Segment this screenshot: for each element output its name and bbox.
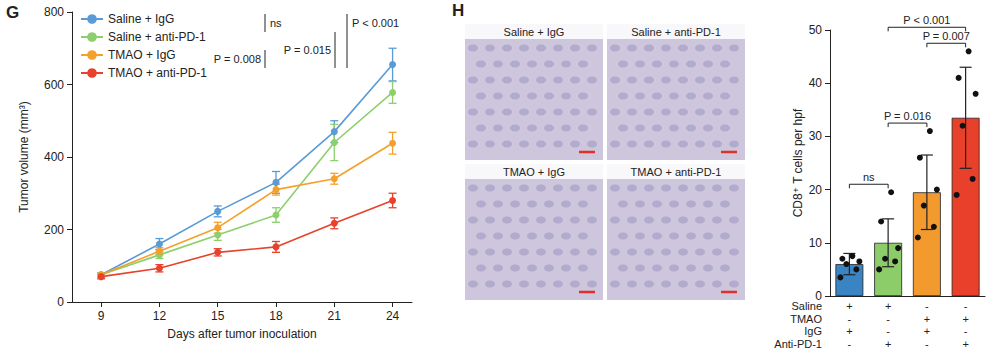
svg-text:18: 18 <box>269 309 283 323</box>
svg-text:10: 10 <box>809 236 823 250</box>
svg-text:+: + <box>924 313 930 325</box>
svg-text:CD8⁺ T cells per hpf: CD8⁺ T cells per hpf <box>791 108 805 217</box>
svg-text:Tumor volume (mm³): Tumor volume (mm³) <box>17 101 31 213</box>
svg-text:+: + <box>962 313 968 325</box>
svg-text:P < 0.001: P < 0.001 <box>352 17 399 29</box>
svg-text:-: - <box>925 300 929 312</box>
svg-text:H: H <box>452 1 464 20</box>
svg-text:-: - <box>886 313 890 325</box>
svg-text:200: 200 <box>44 223 64 237</box>
svg-text:P = 0.015: P = 0.015 <box>284 44 331 56</box>
svg-text:40: 40 <box>809 76 823 90</box>
svg-text:50: 50 <box>809 23 823 37</box>
svg-text:+: + <box>885 338 891 350</box>
svg-text:-: - <box>925 338 929 350</box>
svg-text:30: 30 <box>809 129 823 143</box>
svg-text:9: 9 <box>98 309 105 323</box>
svg-text:+: + <box>924 325 930 337</box>
svg-text:Saline + anti-PD-1: Saline + anti-PD-1 <box>631 26 721 38</box>
svg-text:TMAO + IgG: TMAO + IgG <box>108 48 176 62</box>
svg-text:600: 600 <box>44 78 64 92</box>
svg-text:20: 20 <box>809 183 823 197</box>
svg-text:0: 0 <box>57 295 64 309</box>
svg-text:21: 21 <box>328 309 342 323</box>
svg-text:24: 24 <box>386 309 400 323</box>
svg-text:TMAO + IgG: TMAO + IgG <box>503 166 565 178</box>
svg-text:Saline + anti-PD-1: Saline + anti-PD-1 <box>108 30 206 44</box>
svg-text:-: - <box>964 300 968 312</box>
svg-text:Saline: Saline <box>791 300 822 312</box>
svg-text:-: - <box>848 313 852 325</box>
svg-text:IgG: IgG <box>804 325 822 337</box>
svg-text:-: - <box>886 325 890 337</box>
svg-text:G: G <box>6 3 19 22</box>
svg-text:TMAO + anti-PD-1: TMAO + anti-PD-1 <box>108 66 207 80</box>
svg-text:+: + <box>846 325 852 337</box>
svg-text:0: 0 <box>815 289 822 303</box>
svg-text:800: 800 <box>44 5 64 19</box>
svg-text:-: - <box>848 338 852 350</box>
svg-text:P = 0.016: P = 0.016 <box>884 110 931 122</box>
svg-text:P < 0.001: P < 0.001 <box>903 14 950 26</box>
svg-text:Saline + IgG: Saline + IgG <box>504 26 565 38</box>
svg-text:15: 15 <box>211 309 225 323</box>
svg-text:400: 400 <box>44 150 64 164</box>
svg-text:Anti-PD-1: Anti-PD-1 <box>774 338 822 350</box>
svg-text:+: + <box>962 338 968 350</box>
svg-text:-: - <box>964 325 968 337</box>
svg-text:Saline + IgG: Saline + IgG <box>108 12 174 26</box>
svg-text:TMAO + anti-PD-1: TMAO + anti-PD-1 <box>631 166 722 178</box>
svg-text:12: 12 <box>153 309 167 323</box>
svg-text:+: + <box>885 300 891 312</box>
svg-text:ns: ns <box>863 171 875 183</box>
svg-text:P = 0.008: P = 0.008 <box>214 53 261 65</box>
svg-text:ns: ns <box>270 17 282 29</box>
svg-text:P = 0.007: P = 0.007 <box>923 30 970 42</box>
svg-text:Days after tumor inoculation: Days after tumor inoculation <box>167 327 316 341</box>
svg-text:TMAO: TMAO <box>790 313 822 325</box>
svg-text:+: + <box>846 300 852 312</box>
